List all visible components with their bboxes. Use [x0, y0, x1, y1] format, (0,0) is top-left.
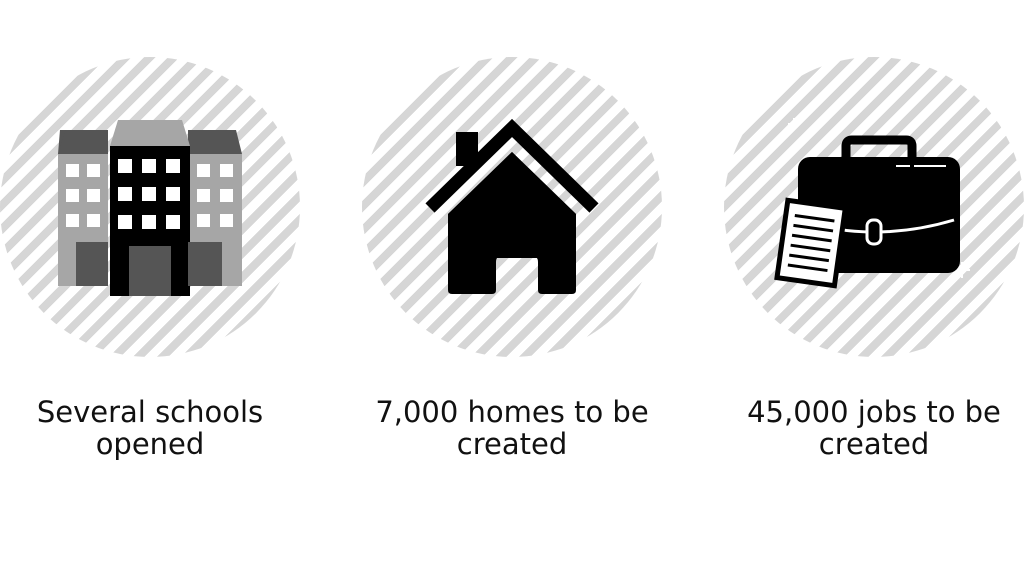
stat-schools: Several schools opened — [0, 0, 310, 576]
caption-jobs: 45,000 jobs to be created — [747, 395, 1001, 461]
stat-homes: 7,000 homes to be created — [352, 0, 672, 576]
house-icon — [425, 118, 599, 294]
caption-schools: Several schools opened — [36, 395, 264, 461]
briefcase-icon — [774, 118, 970, 289]
caption-homes: 7,000 homes to be created — [375, 395, 649, 461]
school-building-icon — [58, 120, 242, 296]
stat-jobs: 45,000 jobs to be created — [714, 0, 1024, 576]
